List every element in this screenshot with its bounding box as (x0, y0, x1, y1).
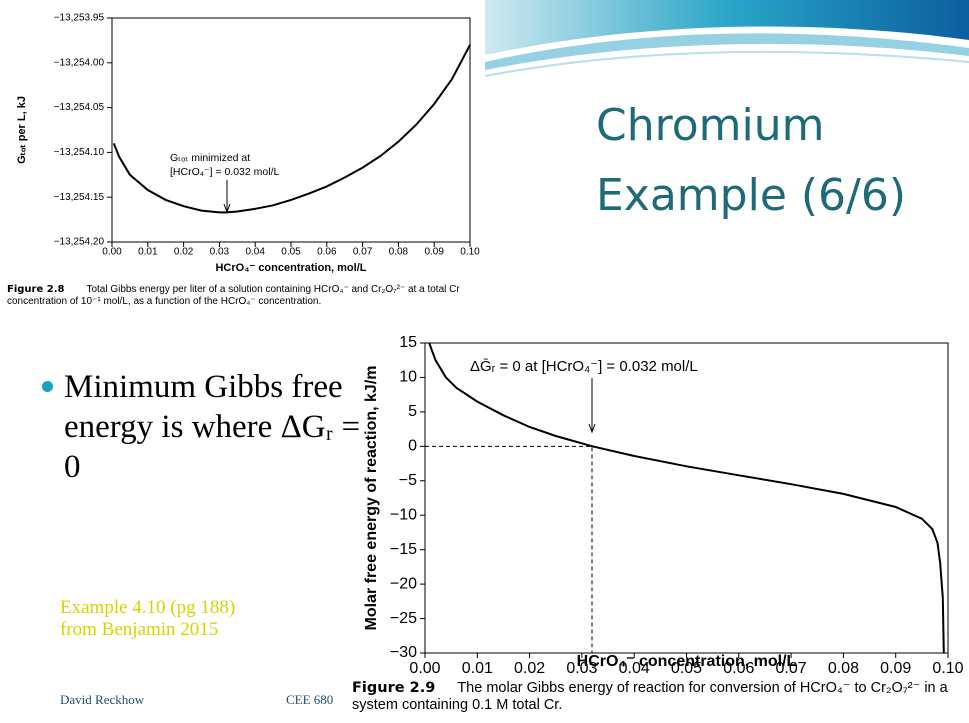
x-axis-label: HCrO₄⁻ concentration, mol/L (577, 653, 797, 670)
x-tick-label: 0.04 (245, 247, 265, 258)
x-tick-label: 0.04 (619, 660, 650, 677)
x-tick-label: 0.02 (514, 660, 545, 677)
y-axis-label: Molar free energy of reaction, kJ/m (363, 366, 380, 631)
x-tick-label: 0.06 (723, 660, 754, 677)
annotation: [HCrO₄⁻] = 0.032 mol/L (170, 166, 279, 178)
caption-text: The molar Gibbs energy of reaction for c… (352, 680, 948, 713)
decor-swoosh (484, 0, 969, 77)
caption-label: Figure 2.8 (7, 284, 65, 295)
plots: −13,254.20 −13,254.15 −13,254.10 −13,254.05… (16, 13, 964, 678)
x-tick-label: 0.09 (880, 660, 911, 677)
bullet-dot (42, 381, 53, 392)
caption: Figure 2.9 The molar Gibbs energy of reac… (352, 680, 964, 714)
y-tick-label: −13,254.05 (54, 102, 105, 113)
x-tick-label: 0.00 (409, 660, 440, 677)
x-tick-label: 0.03 (210, 247, 230, 258)
x-tick-label: 0.07 (776, 660, 807, 677)
y-tick-label: −13,253.95 (54, 13, 105, 24)
x-tick-label: 0.08 (389, 247, 409, 258)
y-tick-label: −13,254.10 (54, 147, 105, 158)
annotation: ΔḠᵣ = 0 at [HCrO₄⁻] = 0.032 mol/L (470, 358, 698, 375)
slide-title: Chromium (596, 100, 825, 151)
x-tick-label: 0.01 (462, 660, 493, 677)
y-tick-label: −20 (390, 575, 417, 592)
plot-frame (424, 342, 949, 654)
caption: Figure 2.8 Total Gibbs energy per liter o… (7, 284, 477, 308)
x-tick-label: 0.09 (424, 247, 444, 258)
x-axis-label: HCrO₄⁻ concentration, mol/L (215, 262, 366, 274)
y-tick-label: −13,254.20 (54, 237, 105, 248)
note: Example 4.10 (pg 188) from Benjamin 2015 (60, 597, 236, 640)
curve (112, 44, 471, 214)
y-tick-label: −15 (390, 541, 417, 558)
footer: CEE 680 (286, 692, 334, 707)
x-tick-label: 0.05 (281, 247, 301, 258)
caption-label: Figure 2.9 (352, 680, 436, 696)
bullet-text: Minimum Gibbs free energy is where ΔGᵣ =… (64, 369, 361, 485)
y-tick-label: −10 (390, 506, 417, 523)
y-tick-label: 5 (408, 403, 417, 420)
guide-line (425, 445, 593, 653)
x-tick-label: 0.03 (566, 660, 597, 677)
y-tick-label: −30 (390, 644, 417, 661)
plot-frame (111, 17, 471, 243)
caption-text: Total Gibbs energy per liter of a soluti… (7, 284, 460, 307)
y-tick-label: 15 (399, 334, 417, 351)
slide-title: Example (6/6) (596, 170, 907, 221)
y-tick-label: −5 (399, 472, 417, 489)
curve (428, 342, 945, 654)
x-tick-label: 0.08 (828, 660, 859, 677)
y-tick-label: −25 (390, 610, 417, 627)
arrow (223, 180, 231, 214)
x-tick-label: 0.06 (317, 247, 337, 258)
x-tick-label: 0.10 (932, 660, 963, 677)
x-tick-label: 0.10 (460, 247, 480, 258)
annotation: Gₜₒₜ minimized at (170, 152, 250, 164)
y-tick-label: −13,254.15 (54, 192, 105, 203)
y-tick-label: −13,254.00 (54, 57, 105, 68)
footer: David Reckhow (60, 692, 145, 707)
x-tick-label: 0.02 (174, 247, 194, 258)
x-tick-label: 0.01 (138, 247, 158, 258)
arrow (588, 378, 596, 434)
y-axis-label: Gₜₒₜ per L, kJ (16, 96, 28, 164)
x-tick-label: 0.07 (353, 247, 373, 258)
x-tick-label: 0.05 (671, 660, 702, 677)
y-tick-label: 10 (399, 369, 417, 386)
y-tick-label: 0 (408, 438, 417, 455)
x-tick-label: 0.00 (102, 247, 122, 258)
bullet: Minimum Gibbs free energy is where ΔGᵣ =… (42, 367, 364, 487)
